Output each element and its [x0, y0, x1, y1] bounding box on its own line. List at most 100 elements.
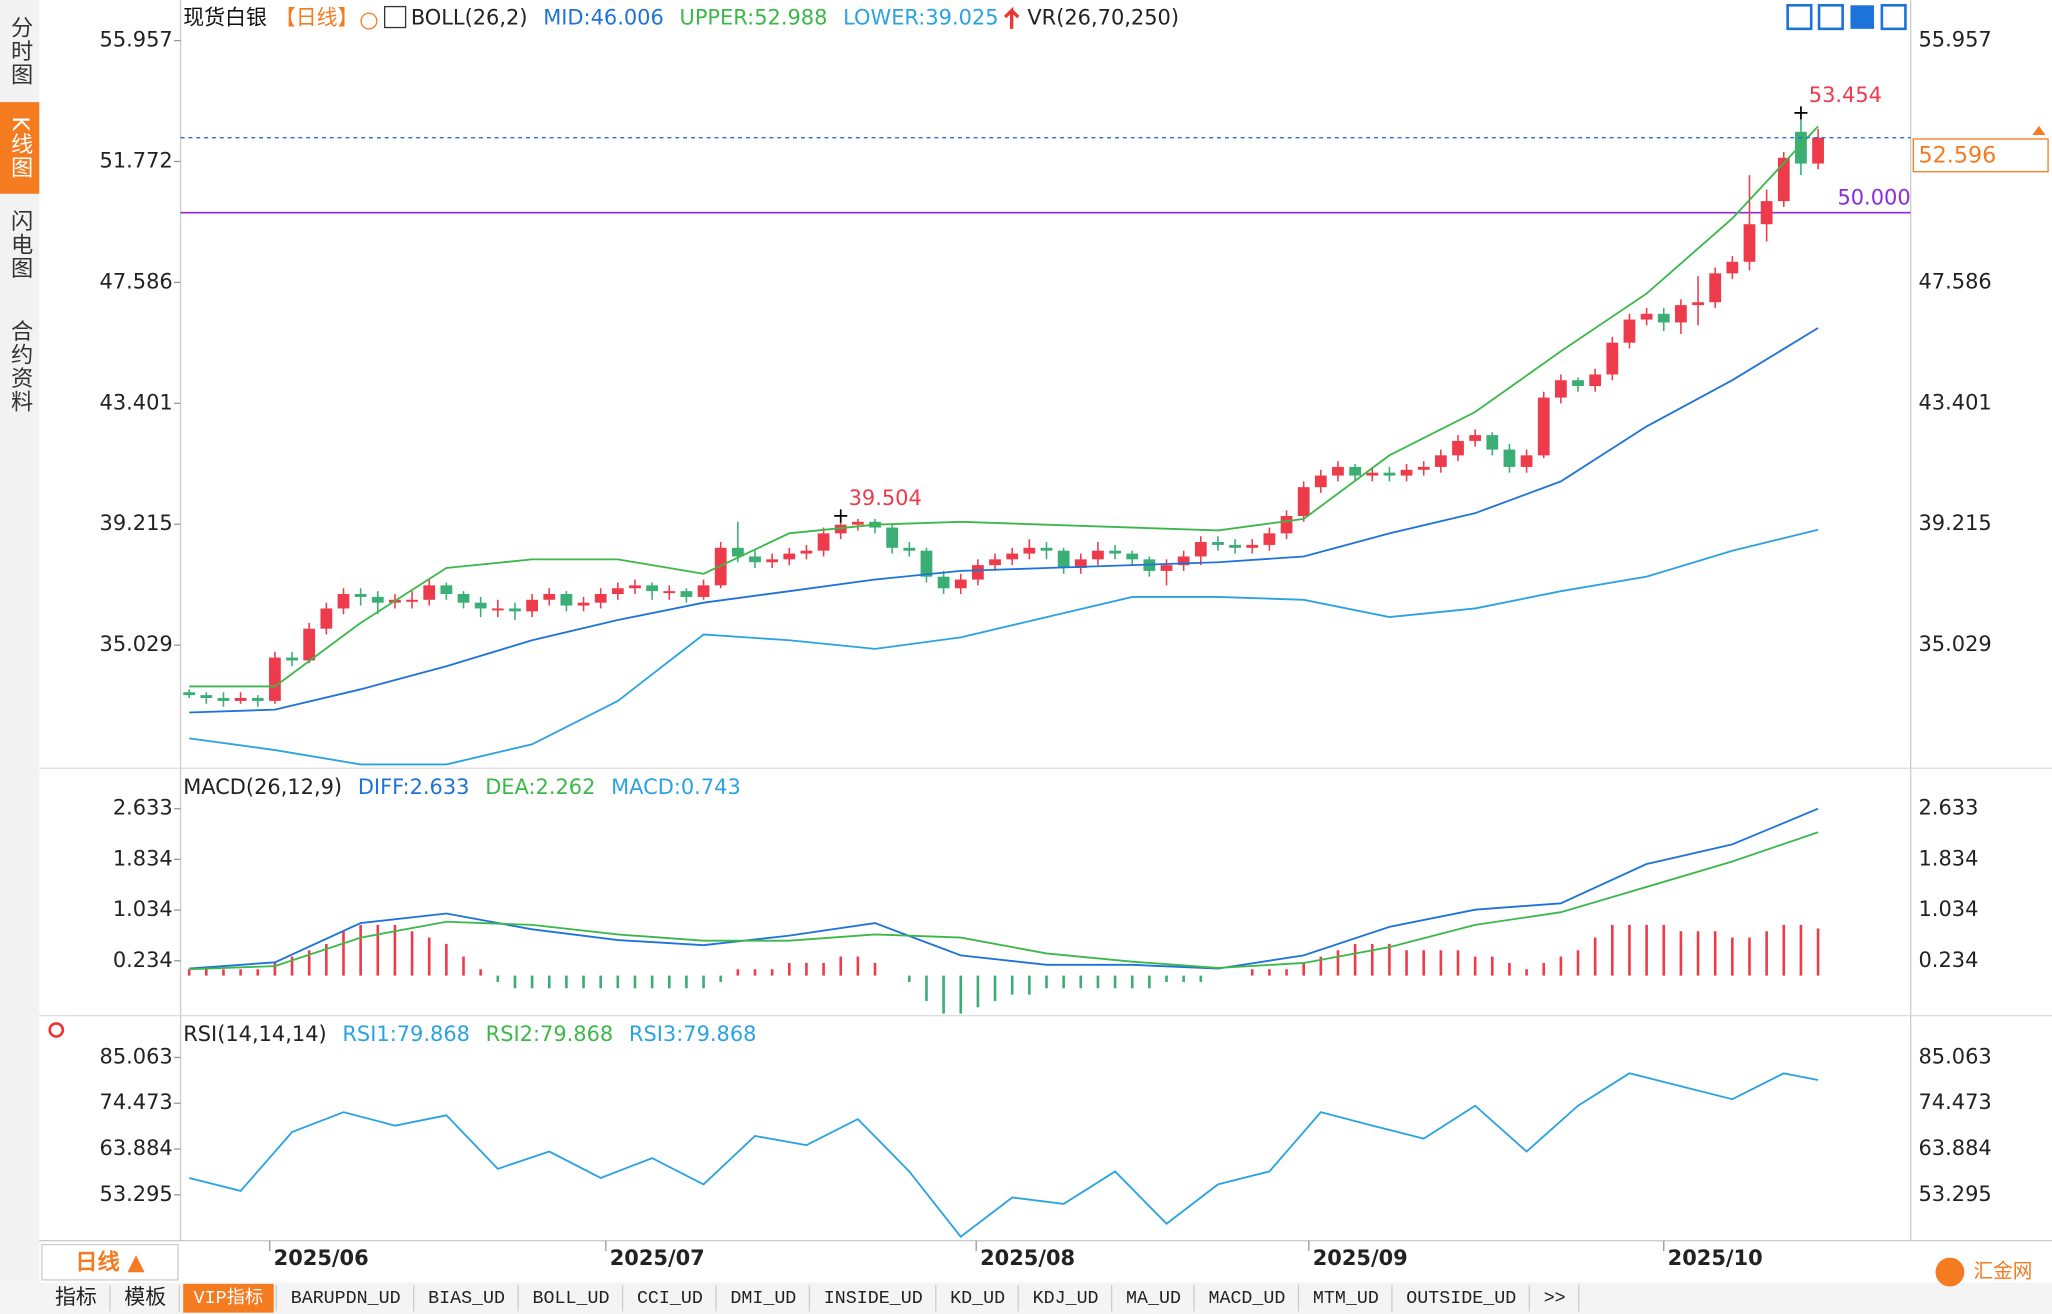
candle-body: [1366, 472, 1379, 476]
candle-body: [1057, 550, 1070, 569]
y-tick-label-right: 43.401: [1919, 390, 1992, 414]
macd-line: [189, 831, 1819, 971]
y-tick-label: 43.401: [100, 390, 173, 414]
y-tick-label-right: 39.215: [1919, 511, 1992, 535]
legend-text: RSI1:79.868: [342, 1022, 470, 1046]
candle-body: [1263, 533, 1276, 545]
side-tab[interactable]: 合约资料: [7, 319, 33, 414]
bottom-tab[interactable]: DMI_UD: [730, 1288, 796, 1309]
candle-body: [1434, 455, 1447, 467]
y-tick-label: 74.473: [100, 1090, 173, 1114]
x-tick-label: 2025/08: [980, 1246, 1075, 1270]
y-tick-label: 1.834: [113, 846, 173, 870]
candle-body: [1709, 273, 1722, 303]
side-tabs-bg: [0, 0, 40, 1314]
candle-body: [1194, 542, 1207, 557]
tool-icon[interactable]: [1880, 3, 1907, 31]
tab-active-bg: [0, 102, 40, 194]
legend-text: DIFF:2.633: [358, 775, 470, 799]
candle-body: [1349, 466, 1362, 476]
candle-body: [954, 579, 967, 589]
candle-body: [783, 553, 796, 560]
candle-body: [1623, 319, 1636, 343]
bottom-tab[interactable]: INSIDE_UD: [824, 1288, 923, 1309]
legend-text: MACD:0.743: [611, 775, 741, 799]
bottom-tab[interactable]: VIP指标: [194, 1287, 264, 1309]
candle-body: [1314, 475, 1327, 488]
high-label: 53.454: [1809, 83, 1882, 107]
rsi-line: [189, 1072, 1819, 1239]
hline-label: 50.000: [1837, 185, 1910, 209]
candle-body: [474, 602, 487, 609]
tool-icon[interactable]: [1850, 5, 1875, 29]
bottom-tab[interactable]: MTM_UD: [1313, 1288, 1379, 1309]
last-price-arrow: [2032, 125, 2046, 136]
y-tick-label-right: 63.884: [1919, 1136, 1992, 1160]
tool-icon[interactable]: [1786, 3, 1813, 31]
y-tick-label: 2.633: [113, 796, 173, 820]
bottom-bar: [0, 1282, 2052, 1314]
candle-body: [491, 608, 504, 611]
candle-body: [509, 608, 521, 612]
candle-body: [1092, 550, 1104, 560]
legend-text: RSI3:79.868: [629, 1022, 757, 1046]
bottom-tab[interactable]: CCI_UD: [637, 1288, 703, 1309]
y-tick-label-right: 55.957: [1919, 28, 1992, 52]
bottom-tab[interactable]: BOLL_UD: [533, 1288, 610, 1309]
bottom-tab[interactable]: 模板: [124, 1285, 166, 1309]
candle-body: [1589, 374, 1602, 387]
period-selector[interactable]: 日线 ▲: [75, 1248, 145, 1275]
bottom-tab[interactable]: KDJ_UD: [1033, 1288, 1099, 1309]
high-marker: [834, 509, 848, 523]
candle-body: [1554, 380, 1567, 398]
candle-body: [1297, 487, 1310, 517]
bottom-tab[interactable]: >>: [1544, 1288, 1566, 1309]
boll-line: [189, 528, 1819, 766]
legend-text: RSI2:79.868: [486, 1022, 614, 1046]
bottom-tab[interactable]: OUTSIDE_UD: [1406, 1288, 1516, 1309]
y-tick-label-right: 2.633: [1919, 796, 1979, 820]
y-tick-label: 85.063: [100, 1044, 173, 1068]
candle-body: [251, 698, 264, 701]
tool-icon[interactable]: [1817, 3, 1844, 31]
candle-body: [611, 588, 624, 595]
y-tick-label: 51.772: [100, 148, 173, 172]
bottom-tab[interactable]: BARUPDN_UD: [291, 1288, 401, 1309]
side-tab[interactable]: K线图: [7, 116, 33, 179]
candle-body: [886, 527, 899, 548]
bottom-tab[interactable]: KD_UD: [950, 1288, 1005, 1309]
candle-body: [1537, 397, 1550, 456]
legend-text: MID:46.006: [543, 5, 664, 29]
legend-text: MACD(26,12,9): [183, 775, 342, 799]
side-tab[interactable]: 闪电图: [7, 209, 33, 280]
candle-body: [1469, 435, 1482, 441]
candle-body: [234, 698, 247, 701]
icon: [383, 5, 407, 29]
legend-text: VR(26,70,250): [1027, 5, 1179, 29]
candle-body: [183, 692, 196, 696]
candle-body: [1109, 550, 1121, 554]
candle-body: [1760, 201, 1773, 225]
bottom-tab[interactable]: BIAS_UD: [428, 1288, 505, 1309]
side-tab[interactable]: 分时图: [7, 15, 33, 86]
bottom-tab[interactable]: 指标: [55, 1285, 97, 1309]
candle-body: [1023, 547, 1036, 554]
candle-body: [800, 550, 813, 554]
y-tick-label-right: 74.473: [1919, 1090, 1992, 1114]
candle-body: [269, 657, 281, 701]
x-tick-label: 2025/07: [610, 1246, 705, 1270]
boll-line: [189, 125, 1819, 688]
boll-line: [189, 327, 1819, 714]
bottom-tab[interactable]: MACD_UD: [1208, 1288, 1285, 1309]
period-selector-box[interactable]: [41, 1243, 179, 1281]
candle-body: [663, 591, 676, 594]
candle-body: [1040, 547, 1053, 551]
y-tick-label: 47.586: [100, 269, 173, 293]
candle-body: [1452, 440, 1464, 456]
candle-body: [457, 594, 470, 603]
high-label: 39.504: [849, 486, 922, 510]
bottom-tab[interactable]: MA_UD: [1126, 1288, 1181, 1309]
candle-body: [423, 585, 436, 600]
